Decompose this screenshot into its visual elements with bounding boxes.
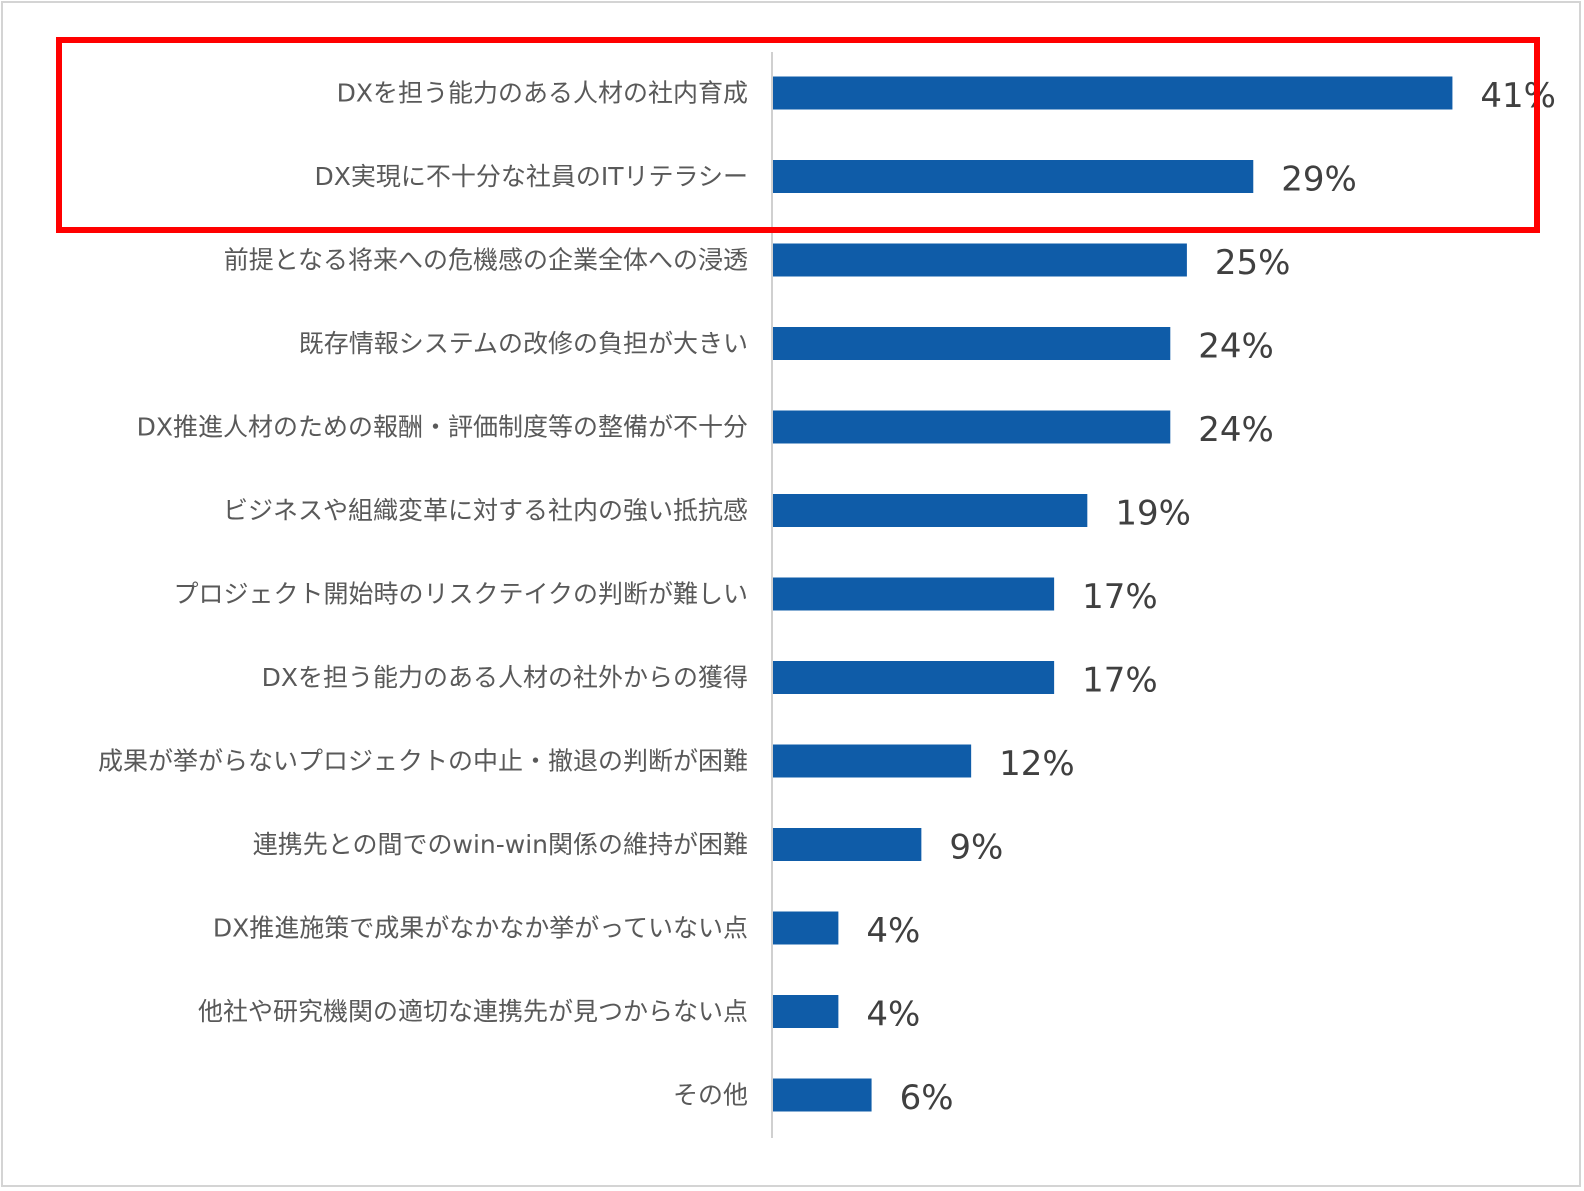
bar [772,160,1254,193]
value-label: 19% [1115,494,1191,534]
category-labels: DXを担う能力のある人材の社内育成 DX実現に不十分な社員のITリテラシー前提とな… [98,79,748,1110]
bar [772,76,1453,110]
bars-group [772,76,1453,1112]
category-label: 他社や研究機関の適切な連携先が見つからない点 [198,997,748,1026]
bar [772,410,1171,444]
bar [772,911,839,945]
bar [772,661,1055,694]
value-label: 4% [866,995,920,1035]
bar [772,1078,872,1112]
value-label: 29% [1281,160,1357,200]
category-label: その他 [673,1081,748,1110]
category-label: DX実現に不十分な社員のITリテラシー [314,162,748,191]
category-label: 連携先との間でのwin-win関係の維持が困難 [253,830,748,859]
category-label: DXを担う能力のある人材の社内育成 [337,79,748,108]
value-label: 24% [1198,410,1274,450]
category-label: DX推進人材のための報酬・評価制度等の整備が不十分 [137,413,748,442]
value-label: 24% [1198,327,1274,367]
highlight-box [56,37,1540,233]
bar [772,577,1055,611]
value-labels: 41% 29% 25% 24% 24% 19% 17% 17% 12% 9% 4% 4% 6% [866,76,1556,1118]
category-label: ビジネスや組織変革に対する社内の強い抵抗感 [223,496,748,525]
bar [772,995,839,1028]
category-label: DX推進施策で成果がなかなか挙がっていない点 [213,914,748,943]
bar [772,828,922,861]
value-label: 17% [1082,661,1158,701]
value-label: 41% [1480,76,1556,116]
value-label: 4% [866,911,920,951]
category-label: プロジェクト開始時のリスクテイクの判断が難しい [173,580,748,609]
value-label: 17% [1082,577,1158,617]
value-label: 9% [949,828,1003,868]
category-label: DXを担う能力のある人材の社外からの獲得 [262,663,748,692]
bar [772,243,1187,277]
bar [772,327,1171,360]
bar [772,744,972,778]
value-label: 25% [1215,243,1291,283]
category-label: 成果が挙がらないプロジェクトの中止・撤退の判断が困難 [98,747,748,776]
category-label: 前提となる将来への危機感の企業全体への浸透 [224,246,748,275]
category-label: 既存情報システムの改修の負担が大きい [299,329,748,358]
value-label: 12% [999,744,1075,784]
value-label: 6% [900,1078,954,1118]
bar [772,494,1088,527]
